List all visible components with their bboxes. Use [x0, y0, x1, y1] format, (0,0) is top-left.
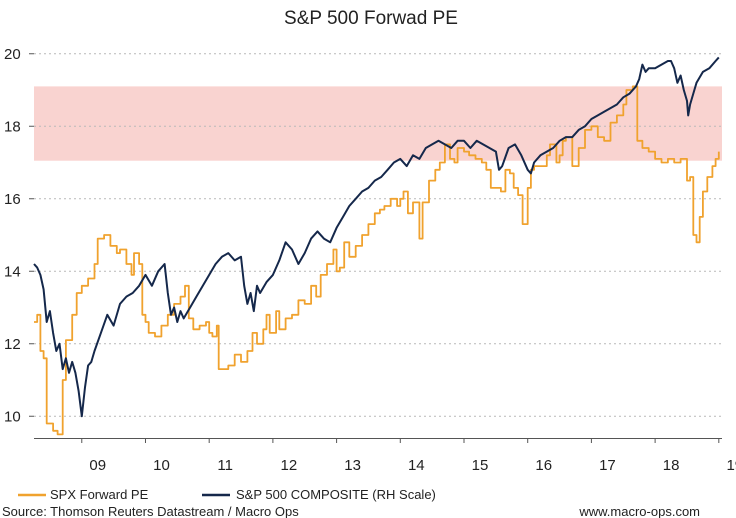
y-axis: 10 12 14 16 18 20	[4, 46, 34, 425]
legend-label-sp500-composite: S&P 500 COMPOSITE (RH Scale)	[236, 487, 436, 502]
x-axis: 09 10 11 12 13 14 15 16 17 18 19	[81, 438, 736, 474]
y-tick-label: 18	[4, 118, 21, 135]
x-tick-label: 17	[599, 457, 616, 474]
series-line-sp500-composite	[33, 56, 720, 418]
legend-label-spx-forward-pe: SPX Forward PE	[50, 487, 149, 502]
x-tick-label: 18	[663, 457, 680, 474]
x-tick-label: 11	[217, 457, 233, 474]
y-tick-label: 14	[4, 263, 21, 280]
website-link[interactable]: www.macro-ops.com	[578, 504, 700, 518]
x-tick-label: 09	[89, 457, 106, 474]
x-tick-label: 10	[153, 457, 170, 474]
source-note: Source: Thomson Reuters Datastream / Mac…	[2, 504, 299, 518]
x-tick-label: 12	[281, 457, 298, 474]
x-tick-label: 19	[726, 457, 736, 474]
x-tick-label: 13	[344, 457, 361, 474]
y-tick-label: 12	[4, 336, 21, 353]
plot-area: 10 12 14 16 18 20 09 10 11 12 13 14 15 16 17 18 19	[4, 46, 736, 474]
highlight-band	[34, 86, 722, 161]
y-tick-label: 16	[4, 191, 21, 208]
x-tick-label: 14	[408, 457, 425, 474]
y-tick-label: 10	[4, 408, 21, 425]
x-tick-label: 16	[535, 457, 552, 474]
series-line-spx-forward-pe	[34, 85, 720, 436]
chart-title: S&P 500 Forwad PE	[284, 8, 458, 29]
legend: SPX Forward PE S&P 500 COMPOSITE (RH Sca…	[18, 487, 436, 502]
x-tick-label: 15	[472, 457, 489, 474]
y-tick-label: 20	[4, 46, 21, 63]
